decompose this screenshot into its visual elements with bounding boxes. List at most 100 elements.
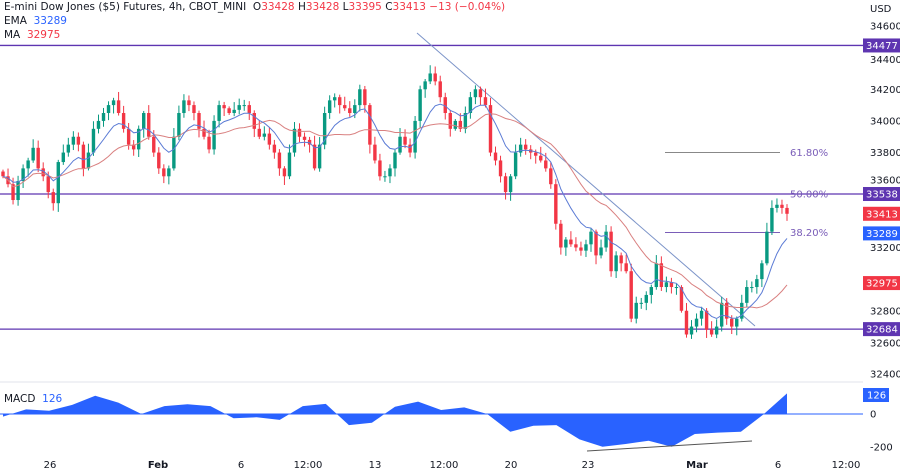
candle — [714, 319, 719, 339]
candle — [61, 144, 66, 165]
candle-body — [735, 318, 739, 327]
candle-body — [403, 136, 407, 145]
fib-level-label: 50.00% — [790, 190, 828, 201]
candle — [383, 170, 387, 182]
candle-body — [192, 105, 196, 114]
candle-body — [569, 239, 573, 245]
candle-body — [147, 113, 151, 137]
candle-body — [272, 144, 277, 153]
candle — [136, 125, 141, 157]
candle — [81, 141, 86, 177]
candle-body — [478, 89, 483, 98]
candle-body — [498, 160, 503, 177]
candle — [483, 88, 488, 108]
candle — [86, 143, 91, 171]
candle-body — [659, 263, 664, 288]
candle — [709, 321, 714, 337]
candle-body — [508, 176, 513, 193]
price-axis-label: 34000 — [870, 116, 900, 127]
candle-body — [438, 81, 442, 98]
candle-body — [96, 120, 101, 129]
candle-body — [740, 302, 744, 319]
candle-body — [26, 160, 30, 169]
candle — [182, 94, 186, 118]
candle — [619, 252, 623, 272]
candle — [478, 86, 483, 106]
candle — [639, 297, 643, 309]
candle — [322, 106, 327, 150]
macd-legend[interactable]: MACD 126 — [4, 393, 62, 405]
price-tag: 33289 — [863, 226, 900, 241]
fib-level-label: 61.80% — [790, 148, 828, 159]
candle — [217, 100, 221, 128]
time-axis-label: 6 — [775, 460, 781, 471]
macd-tag-label: 126 — [867, 391, 886, 402]
candle — [16, 175, 20, 206]
candle — [267, 127, 272, 150]
candle-body — [719, 302, 724, 327]
candle — [699, 306, 704, 326]
price-tag-bg — [863, 187, 900, 202]
candle — [212, 115, 216, 155]
candle-body — [292, 128, 297, 153]
divergence-line[interactable] — [586, 440, 753, 452]
candle-body — [493, 152, 498, 161]
candle — [111, 97, 116, 114]
candle-body — [157, 152, 161, 169]
candle — [192, 101, 196, 121]
candle-body — [222, 105, 226, 109]
time-axis-label: 6 — [238, 460, 244, 471]
candle-body — [91, 128, 96, 153]
candle-body — [639, 302, 643, 304]
candle-body — [177, 113, 181, 137]
ma-legend[interactable]: MA 32975 — [4, 29, 60, 41]
candle — [750, 281, 754, 293]
price-tag-label: 33538 — [866, 190, 898, 201]
ema-label: EMA — [4, 15, 27, 27]
candle-body — [11, 184, 15, 201]
candle — [147, 105, 151, 140]
candle-body — [373, 144, 377, 161]
candle-body — [232, 109, 236, 114]
candle-body — [408, 144, 412, 153]
price-tag: 32684 — [863, 322, 900, 337]
candle — [51, 188, 55, 211]
candle — [302, 132, 307, 147]
price-tag-label: 32684 — [866, 325, 898, 336]
candle-body — [468, 97, 473, 114]
candle-body — [358, 89, 362, 106]
time-axis-label: Mar — [686, 460, 708, 471]
candle-body — [217, 105, 221, 121]
candle — [272, 139, 277, 159]
candle — [378, 153, 382, 181]
candle — [428, 65, 432, 85]
time-axis-label: 13 — [369, 460, 382, 471]
candle — [36, 140, 40, 173]
candle — [21, 164, 25, 188]
candle — [674, 283, 679, 295]
candle — [358, 84, 362, 112]
candle-body — [443, 97, 447, 114]
candle-body — [428, 73, 432, 82]
currency-label: USD — [870, 4, 892, 15]
candle-body — [327, 100, 332, 114]
candle-body — [66, 144, 71, 153]
trendline[interactable] — [416, 32, 756, 327]
candle — [418, 85, 422, 129]
candle-body — [363, 89, 367, 106]
candle — [644, 291, 648, 311]
candle — [508, 174, 513, 201]
ma-value: 32975 — [26, 29, 61, 41]
candle-body — [674, 287, 679, 289]
candle-body — [599, 247, 603, 256]
candle — [493, 146, 498, 166]
candle-body — [513, 152, 518, 177]
low-label: L — [342, 1, 349, 13]
candle — [719, 296, 724, 332]
candle-body — [433, 73, 437, 82]
ema-legend[interactable]: EMA 33289 — [4, 15, 67, 27]
candle-body — [31, 147, 35, 161]
candle-body — [483, 97, 488, 106]
candle-body — [172, 136, 176, 169]
